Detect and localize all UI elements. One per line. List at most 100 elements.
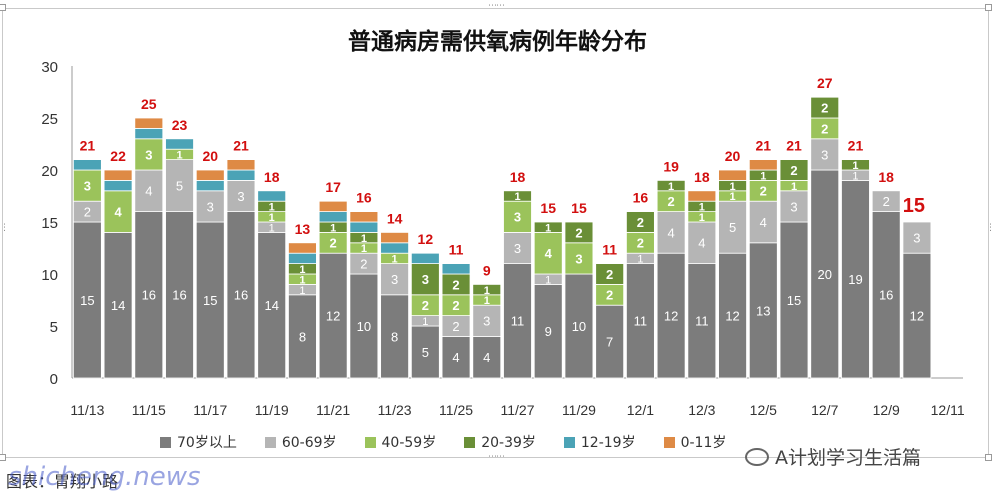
legend-label: 0-11岁 [680, 435, 727, 451]
segment-value-label: 1 [422, 316, 428, 328]
total-value-label: 15 [540, 200, 556, 216]
legend-item-12-19: 12-19岁 [563, 432, 636, 452]
bar-segment [810, 169, 840, 379]
x-tick-label: 12/9 [873, 402, 900, 418]
segment-value-label: 3 [391, 272, 398, 287]
x-tick-label: 11/15 [132, 402, 166, 418]
segment-value-label: 4 [145, 184, 152, 199]
bar-segment [656, 211, 686, 254]
bar-segment [810, 138, 840, 171]
segment-value-label: 2 [668, 194, 675, 209]
bar-segment [380, 231, 409, 244]
x-tick-label: 11/21 [316, 402, 350, 418]
segment-value-label: 11 [695, 314, 709, 329]
segment-value-label: 11 [634, 314, 648, 329]
legend-swatch [464, 436, 476, 448]
segment-value-label: 4 [452, 350, 459, 365]
segment-value-label: 1 [392, 254, 398, 266]
segment-value-label: 13 [756, 303, 770, 318]
resize-handle-bottom-left[interactable] [0, 454, 6, 461]
legend-swatch [264, 436, 276, 448]
bar-segment [656, 252, 686, 379]
bar-segment [134, 117, 164, 129]
bar-segment [595, 304, 625, 379]
resize-dots-bottom[interactable]: ⋯⋯ [488, 452, 505, 462]
x-tick-label: 12/3 [688, 402, 715, 418]
total-value-label: 13 [295, 221, 311, 237]
total-value-label: 19 [663, 158, 679, 174]
segment-value-label: 3 [913, 231, 920, 246]
bar-segment [380, 242, 409, 254]
legend-item-70plus: 70岁以上 [160, 432, 237, 452]
segment-value-label: 3 [237, 189, 244, 204]
bar-segment [195, 169, 225, 181]
segment-value-label: 1 [791, 181, 797, 193]
segment-value-label: 1 [852, 160, 858, 172]
segment-value-label: 2 [452, 298, 459, 313]
segment-value-label: 1 [269, 222, 275, 234]
segment-value-label: 12 [910, 309, 924, 324]
bar-segment [349, 211, 379, 223]
segment-value-label: 1 [637, 254, 643, 266]
bar-segment [318, 252, 348, 379]
segment-value-label: 3 [821, 147, 828, 162]
segment-value-label: 3 [575, 251, 582, 266]
bar-segment [687, 190, 717, 202]
segment-value-label: 5 [176, 179, 183, 194]
y-tick-label: 10 [41, 267, 58, 284]
segment-value-label: 2 [422, 298, 429, 313]
bar-segment [349, 221, 379, 233]
bar-segment [748, 200, 778, 244]
segment-value-label: 3 [422, 272, 429, 287]
account-watermark: A计划学习生活篇 [745, 443, 921, 470]
bar-segment [748, 159, 778, 171]
resize-handle-top-right[interactable] [985, 4, 992, 11]
bar-segment [226, 211, 256, 379]
resize-dots-left[interactable]: ⋮ [0, 223, 9, 233]
bar-segment [564, 221, 594, 244]
bar-segment [134, 127, 164, 140]
bar-segment [810, 96, 840, 119]
segment-value-label: 2 [821, 101, 828, 116]
segment-value-label: 1 [545, 222, 551, 234]
bar-segment [165, 159, 194, 213]
bar-segment [595, 263, 625, 285]
bar-segment [626, 211, 655, 233]
account-name: A计划学习生活篇 [775, 447, 921, 469]
x-tick-label: 11/17 [193, 402, 227, 418]
bar-segment [748, 242, 778, 379]
bar-segment [687, 221, 717, 264]
bar-segment [472, 283, 502, 296]
total-value-label: 18 [694, 169, 710, 185]
y-tick-label: 30 [41, 59, 58, 76]
segment-value-label: 14 [111, 298, 125, 313]
segment-value-label: 5 [729, 220, 736, 235]
bar-segment [72, 169, 102, 202]
segment-value-label: 1 [299, 264, 305, 276]
bar-segment [226, 169, 256, 181]
total-value-label: 20 [202, 148, 218, 164]
resize-handle-bottom-right[interactable] [985, 454, 992, 461]
segment-value-label: 11 [511, 314, 525, 329]
segment-value-label: 1 [514, 191, 520, 203]
segment-value-label: 4 [114, 205, 122, 220]
bar-segment [380, 294, 409, 379]
resize-dots-top[interactable]: ⋯⋯ [488, 1, 505, 11]
segment-value-label: 1 [361, 243, 367, 255]
segment-value-label: 2 [606, 267, 613, 282]
bar-segment [195, 179, 225, 192]
x-tick-label: 12/7 [811, 402, 838, 418]
segment-value-label: 3 [790, 199, 797, 214]
segment-value-label: 16 [234, 288, 248, 303]
segment-value-label: 9 [545, 324, 552, 339]
bar-segment [103, 231, 133, 379]
x-tick-label: 11/19 [255, 402, 289, 418]
x-tick-label: 12/5 [750, 402, 777, 418]
bar-segment [718, 169, 747, 181]
resize-handle-top-left[interactable] [0, 4, 6, 11]
segment-value-label: 2 [330, 236, 337, 251]
segment-value-label: 12 [725, 309, 739, 324]
segment-value-label: 16 [172, 288, 186, 303]
segment-value-label: 1 [330, 222, 336, 234]
resize-dots-right[interactable]: ⋮ [986, 223, 995, 233]
